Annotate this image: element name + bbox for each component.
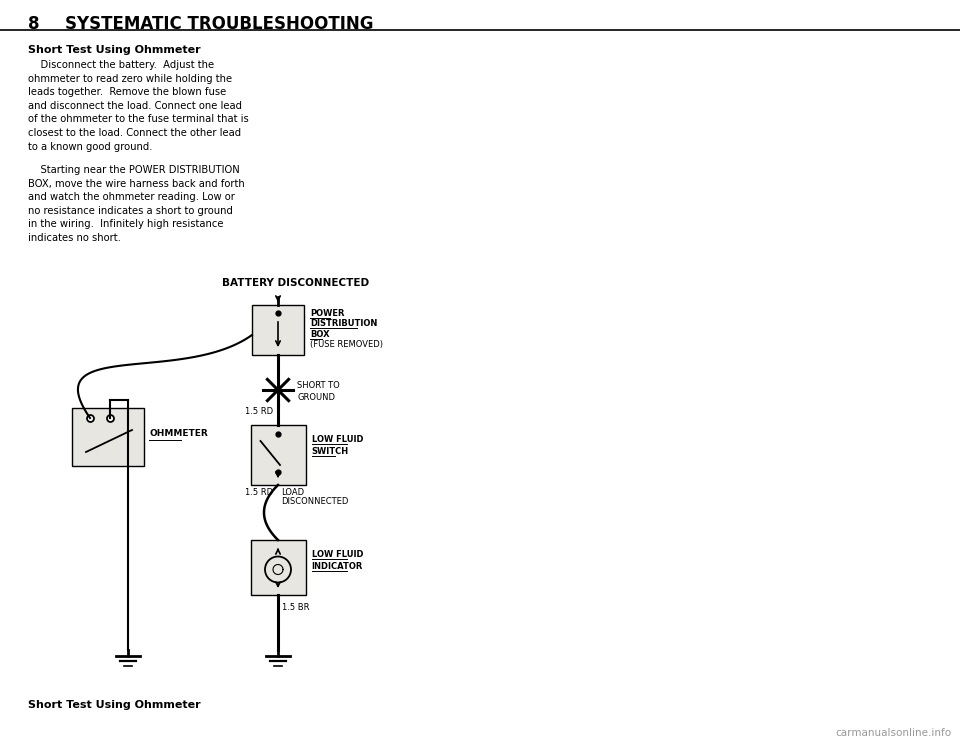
- Text: carmanualsonline.info: carmanualsonline.info: [836, 728, 952, 738]
- Text: DISCONNECTED: DISCONNECTED: [281, 497, 348, 506]
- Text: SWITCH: SWITCH: [311, 447, 348, 456]
- Text: INDICATOR: INDICATOR: [311, 562, 363, 571]
- FancyBboxPatch shape: [251, 425, 305, 485]
- Text: GROUND: GROUND: [297, 392, 335, 401]
- Text: 1.5 BR: 1.5 BR: [282, 603, 309, 612]
- Text: POWER: POWER: [310, 309, 345, 318]
- Text: SYSTEMATIC TROUBLESHOOTING: SYSTEMATIC TROUBLESHOOTING: [65, 15, 373, 33]
- Text: BOX: BOX: [310, 330, 329, 339]
- Text: LOAD: LOAD: [281, 488, 304, 497]
- Text: BATTERY DISCONNECTED: BATTERY DISCONNECTED: [223, 278, 370, 288]
- Text: Disconnect the battery.  Adjust the
ohmmeter to read zero while holding the
lead: Disconnect the battery. Adjust the ohmme…: [28, 60, 249, 151]
- FancyBboxPatch shape: [72, 408, 144, 466]
- Text: DISTRIBUTION: DISTRIBUTION: [310, 319, 377, 328]
- Text: (FUSE REMOVED): (FUSE REMOVED): [310, 340, 383, 349]
- Text: LOW FLUID: LOW FLUID: [311, 550, 363, 559]
- Text: Short Test Using Ohmmeter: Short Test Using Ohmmeter: [28, 700, 201, 710]
- Text: Starting near the POWER DISTRIBUTION
BOX, move the wire harness back and forth
a: Starting near the POWER DISTRIBUTION BOX…: [28, 165, 245, 243]
- Text: 1.5 RD: 1.5 RD: [245, 407, 273, 416]
- Text: SHORT TO: SHORT TO: [297, 381, 340, 390]
- Text: OHMMETER: OHMMETER: [149, 430, 207, 439]
- Text: 8: 8: [28, 15, 39, 33]
- Text: Short Test Using Ohmmeter: Short Test Using Ohmmeter: [28, 45, 201, 55]
- Text: LOW FLUID: LOW FLUID: [311, 435, 363, 444]
- FancyBboxPatch shape: [252, 305, 304, 355]
- Text: 1.5 RD: 1.5 RD: [245, 488, 273, 497]
- FancyBboxPatch shape: [251, 540, 305, 595]
